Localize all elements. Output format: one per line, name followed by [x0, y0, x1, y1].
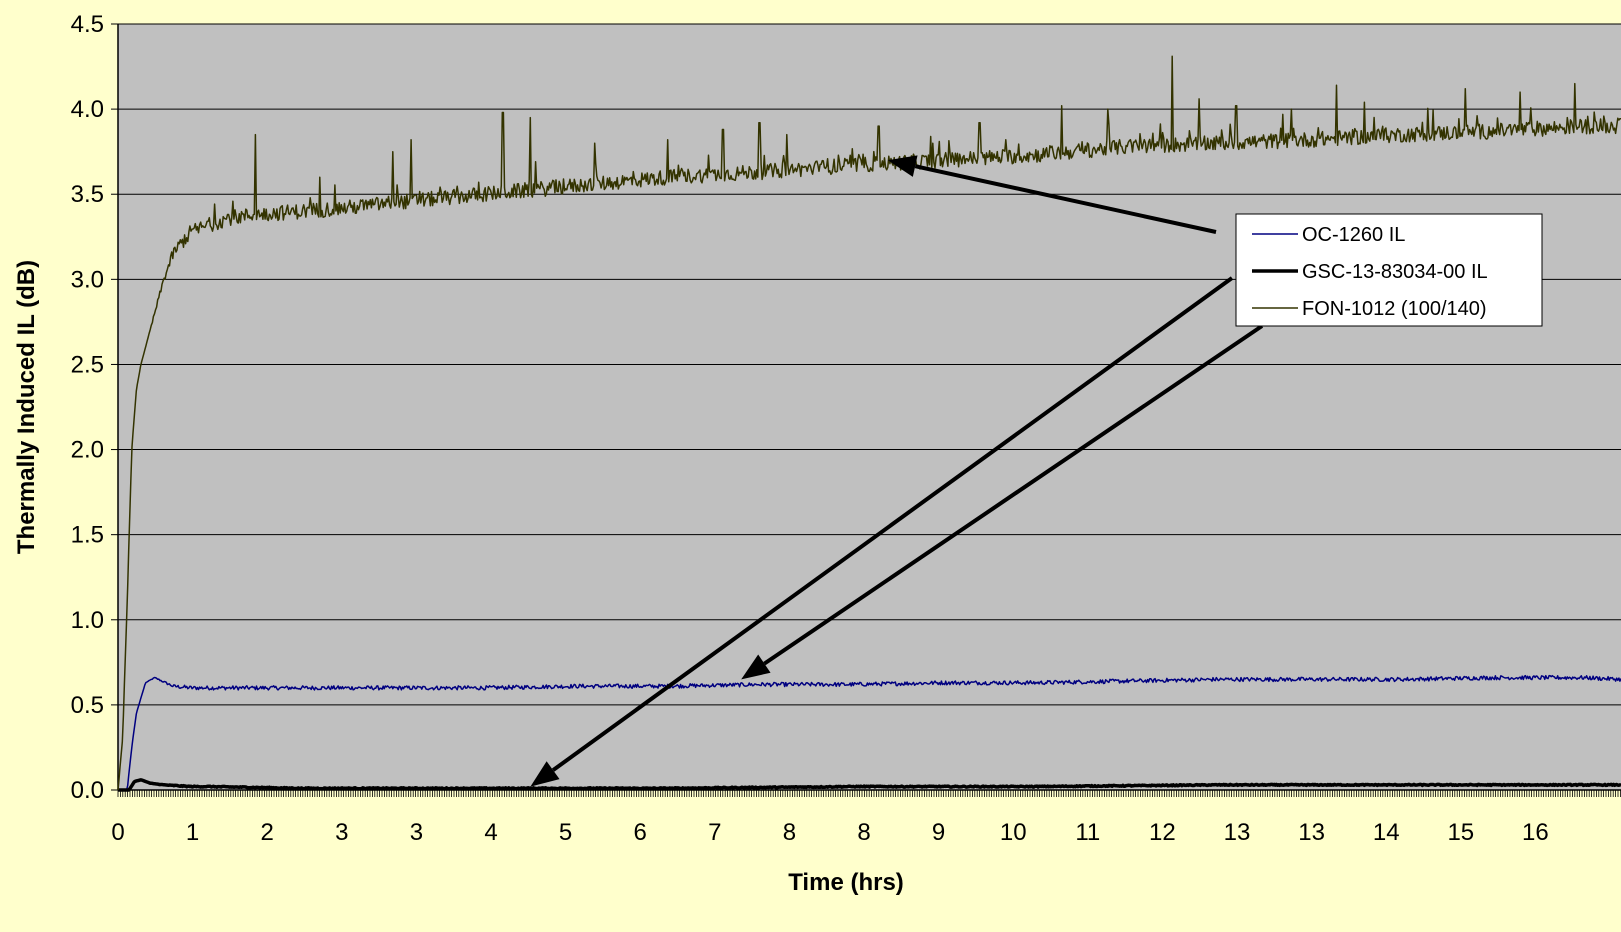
x-tick-label: 11: [1075, 819, 1100, 846]
annotation-arrow: [887, 155, 1217, 234]
legend-label: FON-1012 (100/140): [1302, 298, 1487, 320]
x-tick-label: 16: [1522, 819, 1549, 846]
arrow-head: [887, 155, 918, 177]
x-tick-label: 8: [857, 819, 870, 846]
y-axis: 0.0 0.5 1.0 1.5 2.0 2.5 3.0 3.5 4.0 4.5: [71, 11, 119, 804]
x-tick-label: 14: [1373, 819, 1400, 846]
y-tick-label: 3.5: [71, 181, 104, 208]
y-tick-label: 4.5: [71, 11, 104, 38]
series-line: [118, 674, 1621, 791]
legend-entry: OC-1260 IL: [1252, 224, 1405, 246]
x-tick-label: 13: [1298, 819, 1325, 846]
y-tick-label: 3.0: [71, 266, 104, 293]
legend-entry: GSC-13-83034-00 IL: [1252, 261, 1488, 283]
series-line: [117, 778, 1621, 792]
y-tick-label: 1.0: [71, 607, 104, 634]
x-tick-label: 13: [1224, 819, 1251, 846]
x-axis: 0 1 2 3 3 4 5 6 7 8 8 9 10 11 12 13 13 14 15 16: [111, 789, 1621, 846]
y-tick-label: 4.0: [71, 96, 104, 123]
x-tick-label: 4: [484, 819, 497, 846]
legend-entry: FON-1012 (100/140): [1252, 298, 1487, 320]
x-axis-title: Time (hrs): [788, 869, 904, 896]
annotation-arrow: [530, 276, 1234, 787]
arrow-shaft: [763, 324, 1264, 666]
x-tick-label: 3: [410, 819, 423, 846]
y-tick-label: 2.5: [71, 351, 104, 378]
x-tick-label: 9: [932, 819, 945, 846]
y-tick-label: 0.5: [71, 692, 104, 719]
series-line: [117, 55, 1621, 791]
series-3: [117, 55, 1621, 791]
x-tick-label: 1: [186, 819, 199, 846]
legend-label: OC-1260 IL: [1302, 224, 1405, 246]
arrow-shaft: [914, 164, 1217, 234]
x-tick-label: 5: [559, 819, 572, 846]
x-tick-label: 15: [1447, 819, 1474, 846]
series-layer: [117, 55, 1621, 792]
annotation-arrows: [530, 155, 1264, 787]
x-tick-label: 3: [335, 819, 348, 846]
x-tick-label: 2: [261, 819, 274, 846]
series-2: [117, 778, 1621, 792]
x-tick-label: 10: [1000, 819, 1027, 846]
y-tick-label: 2.0: [71, 437, 104, 464]
plot-area: [118, 24, 1621, 790]
legend-label: GSC-13-83034-00 IL: [1302, 261, 1488, 283]
x-minor-ticks: [117, 790, 1621, 797]
x-tick-label: 0: [111, 819, 124, 846]
y-tick-label: 0.0: [71, 777, 104, 804]
x-tick-label: 7: [708, 819, 721, 846]
arrow-head: [530, 761, 560, 787]
x-tick-label: 6: [634, 819, 647, 846]
arrow-head: [741, 654, 771, 680]
x-tick-label: 8: [783, 819, 796, 846]
legend-entries: OC-1260 IL GSC-13-83034-00 IL FON-1012 (10…: [1252, 224, 1488, 320]
series-1: [118, 674, 1621, 791]
y-tick-label: 1.5: [71, 522, 104, 549]
annotation-arrow: [741, 324, 1264, 680]
legend: OC-1260 IL GSC-13-83034-00 IL FON-1012 (10…: [1235, 213, 1543, 327]
arrow-shaft: [551, 276, 1234, 772]
y-axis-title: Thermally Induced IL (dB): [13, 260, 40, 554]
x-tick-label: 12: [1149, 819, 1176, 846]
